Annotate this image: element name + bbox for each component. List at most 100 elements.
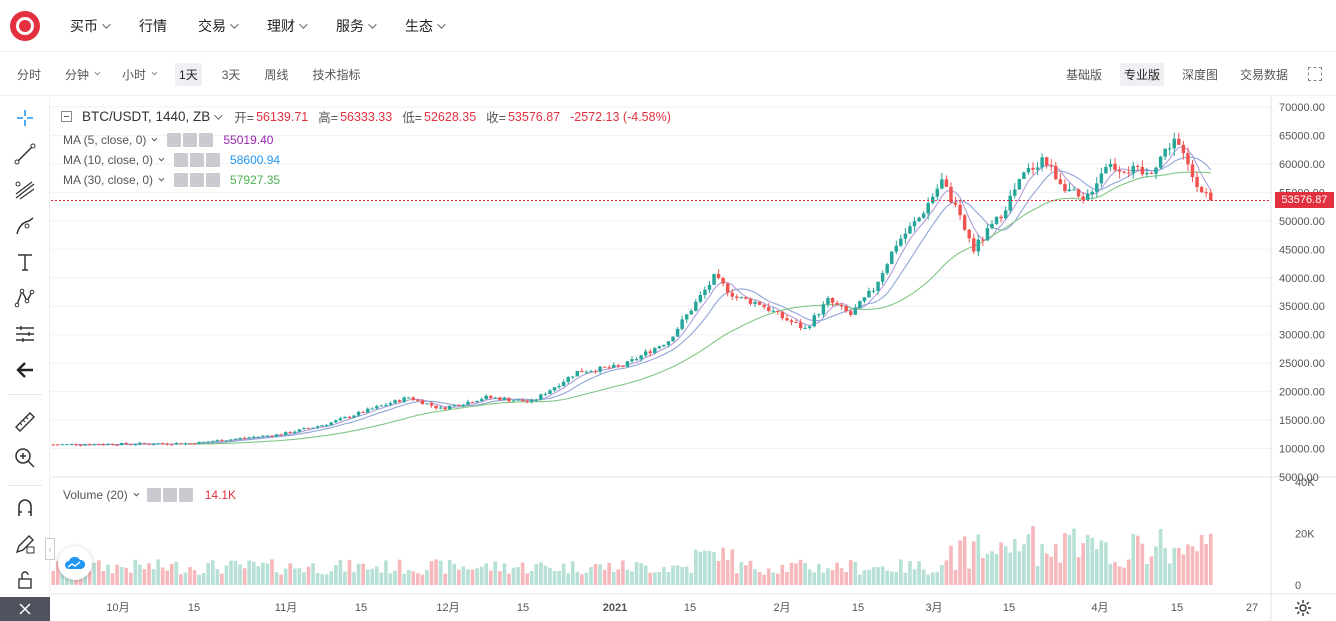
- chevron-down-icon[interactable]: [151, 135, 158, 142]
- volume-bar: [516, 567, 520, 585]
- pattern-icon[interactable]: [12, 285, 38, 311]
- text-icon[interactable]: [12, 249, 38, 275]
- candle-body: [1054, 165, 1058, 180]
- cloud-icon[interactable]: [58, 546, 92, 580]
- prediction-icon[interactable]: [12, 321, 38, 347]
- candle-body: [739, 297, 744, 299]
- candle-body: [1067, 189, 1072, 192]
- nav-item-3[interactable]: 理财: [267, 16, 308, 36]
- candle-body: [675, 328, 680, 337]
- gear-icon[interactable]: [190, 173, 205, 187]
- view-0[interactable]: 基础版: [1065, 67, 1102, 82]
- volume-bar: [306, 566, 311, 585]
- interval-3[interactable]: 1天: [175, 62, 202, 86]
- chevron-down-icon: [230, 19, 239, 29]
- close-icon[interactable]: [206, 173, 221, 187]
- view-2[interactable]: 深度图: [1181, 67, 1218, 82]
- collapse-toolbar-handle[interactable]: ‹: [45, 538, 55, 560]
- view-3[interactable]: 交易数据: [1239, 67, 1288, 82]
- volume-bar: [867, 569, 871, 585]
- price-chart[interactable]: 70000.0065000.0060000.0055000.0050000.00…: [45, 97, 1336, 621]
- volume-bar: [766, 568, 771, 585]
- candle-body: [384, 404, 388, 406]
- candle-body: [1076, 189, 1081, 197]
- volume-bar: [388, 573, 393, 585]
- trend-line-icon[interactable]: [12, 141, 38, 167]
- candle-body: [165, 443, 169, 445]
- symbol-label[interactable]: BTC/USDT, 1440, ZB: [82, 109, 211, 124]
- crosshair-icon[interactable]: [12, 105, 38, 131]
- zb-logo-icon[interactable]: [10, 10, 40, 41]
- unlock-icon[interactable]: [12, 567, 38, 593]
- close-icon[interactable]: [178, 488, 193, 502]
- nav-item-5[interactable]: 生态: [405, 16, 446, 36]
- volume-bar: [534, 564, 539, 585]
- zoom-in-icon[interactable]: [12, 445, 38, 471]
- chevron-down-icon[interactable]: [158, 175, 165, 182]
- candle-body: [972, 238, 976, 252]
- volume-bar: [493, 561, 498, 585]
- y-tick-label: 40000.00: [1279, 273, 1325, 285]
- close-value: 53576.87: [507, 109, 561, 124]
- nav-item-4[interactable]: 服务: [336, 16, 377, 36]
- collapse-legend-icon[interactable]: [61, 111, 72, 122]
- candle-body: [365, 408, 370, 413]
- fullscreen-icon[interactable]: [1308, 67, 1322, 81]
- candle-body: [598, 366, 602, 372]
- interval-6[interactable]: 技术指标: [312, 67, 361, 82]
- volume-bar: [657, 572, 662, 585]
- gear-icon[interactable]: [162, 488, 177, 502]
- back-arrow-icon[interactable]: [12, 357, 38, 383]
- eye-icon[interactable]: [146, 488, 161, 502]
- gear-icon[interactable]: [190, 153, 205, 167]
- ma-label[interactable]: MA (5, close, 0): [63, 133, 147, 147]
- brush-icon[interactable]: [12, 213, 38, 239]
- interval-0[interactable]: 分时: [17, 67, 42, 82]
- volume-bar: [215, 569, 220, 585]
- candle-body: [393, 400, 397, 404]
- chevron-down-icon[interactable]: [133, 490, 139, 497]
- nav-item-1[interactable]: 行情: [139, 17, 167, 34]
- candle-body: [457, 404, 461, 406]
- candle-body: [853, 308, 858, 315]
- nav-item-0[interactable]: 买币: [70, 16, 111, 36]
- candle-body: [311, 427, 315, 429]
- eye-icon[interactable]: [174, 173, 189, 187]
- volume-bar: [92, 562, 97, 585]
- chevron-down-icon[interactable]: [214, 110, 223, 120]
- close-icon[interactable]: [199, 133, 214, 147]
- ruler-icon[interactable]: [12, 409, 38, 435]
- ma-label[interactable]: MA (30, close, 0): [63, 173, 154, 187]
- interval-1[interactable]: 分钟: [61, 63, 102, 86]
- chevron-down-icon[interactable]: [158, 155, 165, 162]
- gear-icon[interactable]: [183, 133, 198, 147]
- candle-body: [721, 278, 725, 284]
- candle-body: [302, 428, 306, 430]
- magnet-icon[interactable]: [12, 495, 38, 521]
- pitchfork-icon[interactable]: [12, 177, 38, 203]
- volume-bar: [935, 571, 940, 585]
- lock-pencil-icon[interactable]: [12, 531, 38, 557]
- chart-settings-gear-icon[interactable]: [1294, 599, 1312, 617]
- nav-item-2[interactable]: 交易: [198, 16, 239, 36]
- candle-body: [899, 238, 903, 246]
- candle-body: [639, 355, 643, 360]
- volume-label[interactable]: Volume (20): [63, 488, 128, 502]
- eye-icon[interactable]: [174, 153, 189, 167]
- remove-drawings-icon[interactable]: [0, 597, 50, 621]
- interval-2[interactable]: 小时: [118, 63, 159, 86]
- volume-bar: [1186, 544, 1190, 585]
- volume-tick-label: 20K: [1295, 529, 1315, 541]
- eye-icon[interactable]: [167, 133, 182, 147]
- close-icon[interactable]: [206, 153, 221, 167]
- candle-body: [1204, 192, 1208, 194]
- volume-bar: [333, 564, 338, 585]
- candle-body: [256, 436, 261, 438]
- candle-body: [534, 399, 539, 401]
- ma-label[interactable]: MA (10, close, 0): [63, 153, 154, 167]
- candle-body: [839, 304, 844, 307]
- interval-5[interactable]: 周线: [264, 67, 289, 82]
- view-1[interactable]: 专业版: [1119, 62, 1164, 86]
- interval-4[interactable]: 3天: [221, 67, 241, 82]
- volume-bar: [128, 572, 133, 585]
